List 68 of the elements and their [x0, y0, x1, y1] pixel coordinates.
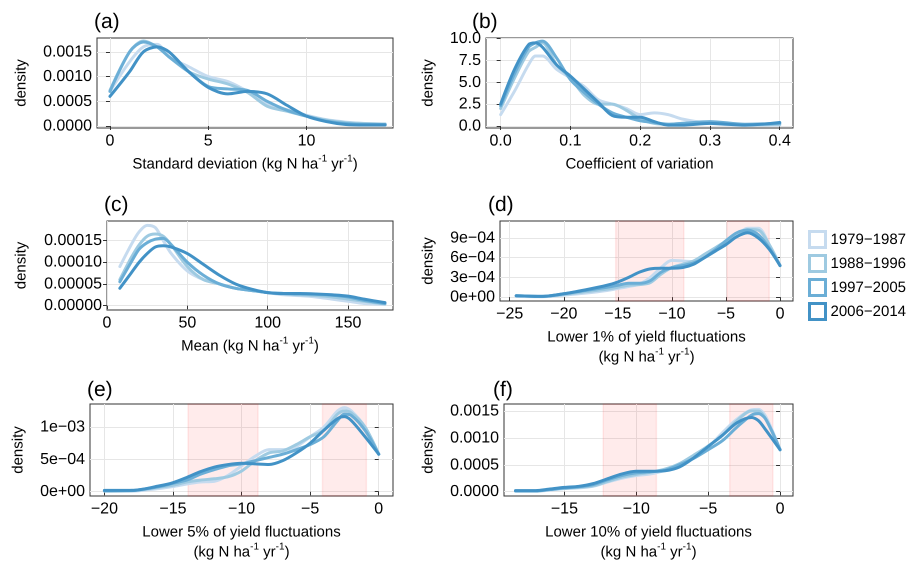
legend-label: 2006−2014	[830, 303, 906, 320]
x-tick-label: 10	[298, 132, 316, 150]
y-tick-label: 5.0	[458, 74, 482, 91]
legend-label: 1997−2005	[830, 279, 906, 296]
y-tick-label: 0.0	[458, 117, 482, 134]
x-tick-label: −10	[622, 500, 650, 518]
y-tick-label: 0.00005	[44, 275, 102, 292]
legend-label: 1979−1987	[830, 231, 906, 248]
y-tick-label: 0.0005	[450, 456, 500, 474]
y-tick-label: 0.0000	[43, 118, 92, 135]
x-tick-label: −15	[604, 306, 632, 322]
x-tick-label: −5	[699, 500, 718, 518]
y-tick-label: 10.0	[450, 30, 482, 48]
x-tick-label: −20	[550, 306, 578, 322]
chart-title: (d)	[488, 193, 514, 216]
y-tick-label: 0.0005	[43, 92, 92, 110]
x-tick-label: 100	[254, 314, 282, 332]
x-tick-label: −15	[159, 500, 187, 518]
y-tick-label: 2.5	[458, 96, 482, 113]
x-tick-label: −5	[301, 500, 320, 518]
x-tick-label: −15	[550, 500, 578, 518]
x-tick-label: 50	[178, 314, 196, 332]
chart-title: (f)	[493, 378, 513, 401]
chart-title: (e)	[87, 378, 113, 401]
y-tick-label: 0.0010	[43, 68, 92, 86]
x-tick-label: 0.1	[559, 132, 582, 150]
y-tick-label: 0.0015	[43, 43, 92, 60]
y-tick-label: 6e−04	[450, 249, 496, 266]
chart-title: (c)	[104, 193, 128, 216]
x-tick-label: 0	[102, 314, 112, 332]
y-tick-label: 1e−03	[40, 418, 86, 436]
x-tick-label: 150	[334, 314, 362, 332]
y-axis-title: density	[420, 236, 436, 285]
y-tick-label: 0.0010	[450, 429, 500, 446]
y-axis-title: density	[420, 426, 436, 474]
y-tick-label: 0e+00	[450, 288, 496, 306]
y-tick-label: 3e−04	[450, 268, 496, 286]
x-tick-label: 5	[204, 132, 213, 150]
y-tick-label: 0e+00	[40, 483, 86, 500]
y-axis-title: density	[10, 426, 26, 474]
y-tick-label: 0.00010	[44, 254, 102, 271]
y-tick-label: 0.00000	[44, 297, 102, 314]
x-tick-label: 0.2	[629, 132, 652, 150]
y-axis-title: density	[12, 241, 30, 290]
x-tick-label: −5	[716, 306, 736, 322]
x-tick-label: 0	[776, 306, 785, 322]
legend-label: 1988−1996	[830, 255, 906, 272]
x-tick-label: −25	[496, 306, 524, 322]
y-tick-label: 9e−04	[450, 230, 496, 247]
x-tick-label: −10	[228, 500, 256, 518]
x-axis-title: Coefficient of variation	[565, 156, 714, 172]
chart-title: (b)	[472, 10, 498, 33]
x-tick-label: 0	[374, 500, 384, 518]
y-axis-title: density	[420, 58, 436, 107]
x-tick-label: 0.3	[698, 132, 722, 150]
chart-title: (a)	[94, 10, 120, 33]
x-tick-label: 0.4	[768, 132, 791, 150]
y-tick-label: 0.0015	[450, 402, 500, 420]
x-tick-label: 0.0	[490, 132, 512, 150]
x-tick-label: −20	[90, 500, 118, 518]
y-tick-label: 0.0000	[450, 483, 500, 500]
y-tick-label: 7.5	[458, 52, 482, 69]
x-tick-label: −10	[658, 306, 686, 322]
x-tick-label: 0	[776, 500, 785, 518]
y-tick-label: 5e−04	[40, 450, 86, 468]
y-tick-label: 0.00015	[44, 232, 102, 250]
y-axis-title: density	[12, 58, 30, 107]
x-tick-label: 0	[106, 132, 115, 150]
